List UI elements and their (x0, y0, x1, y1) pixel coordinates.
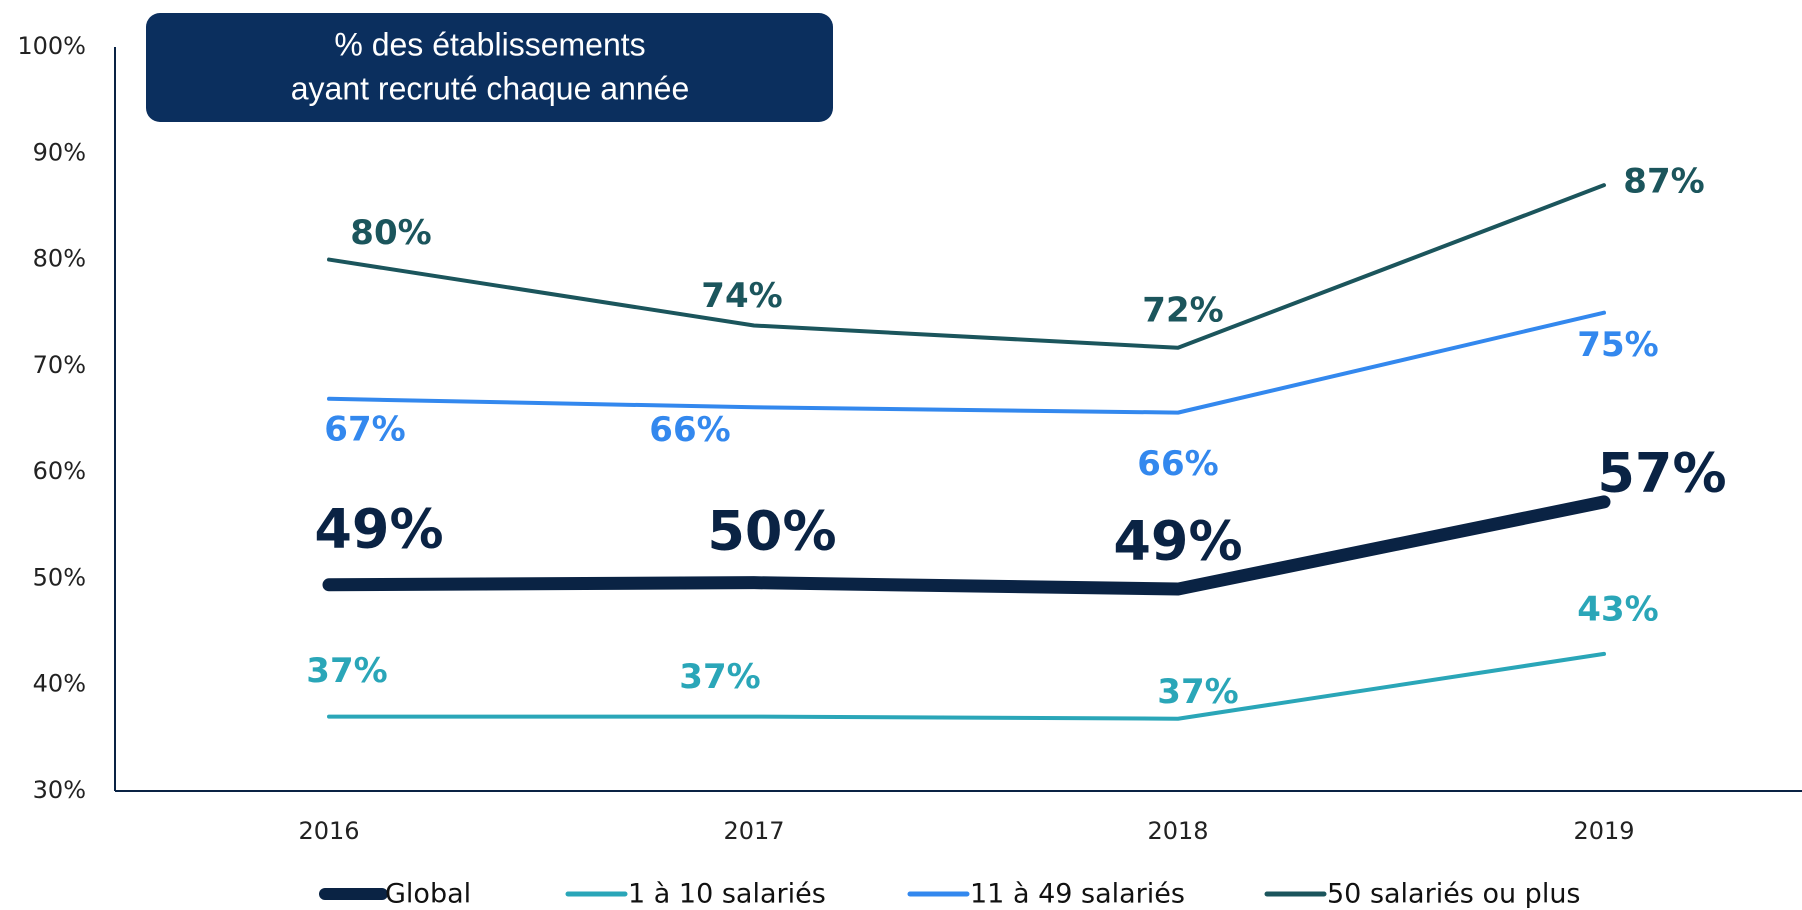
data-label: 66% (649, 410, 730, 450)
data-label: 50% (707, 499, 836, 562)
data-label: 43% (1577, 589, 1658, 629)
y-tick-label: 80% (33, 245, 86, 273)
series-line (327, 651, 1606, 721)
series-line (327, 310, 1606, 415)
y-tick-label: 30% (33, 776, 86, 804)
legend-label: Global (385, 879, 471, 910)
x-tick-label: 2017 (723, 817, 784, 845)
legend-label: 11 à 49 salariés (970, 879, 1185, 910)
data-label: 75% (1577, 325, 1658, 365)
x-tick-label: 2018 (1147, 817, 1208, 845)
data-label: 37% (679, 657, 760, 697)
data-label: 80% (350, 213, 431, 253)
data-label: 67% (324, 409, 405, 449)
data-label: 37% (306, 651, 387, 691)
data-label: 87% (1623, 162, 1704, 202)
data-label: 57% (1597, 442, 1726, 505)
data-label: 49% (1113, 510, 1242, 573)
y-tick-label: 50% (33, 563, 86, 591)
data-label: 49% (314, 497, 443, 560)
series-line (327, 183, 1606, 350)
chart-title: ayant recruté chaque année (291, 70, 690, 106)
chart-title: % des établissements (334, 26, 645, 62)
y-tick-label: 60% (33, 457, 86, 485)
y-tick-label: 90% (33, 138, 86, 166)
legend-label: 50 salariés ou plus (1327, 879, 1581, 910)
y-tick-label: 40% (33, 670, 86, 698)
data-label: 37% (1157, 672, 1238, 712)
data-label: 72% (1142, 290, 1223, 330)
x-tick-label: 2016 (298, 817, 359, 845)
data-label: 74% (701, 276, 782, 316)
y-tick-label: 100% (17, 32, 86, 60)
legend-label: 1 à 10 salariés (628, 879, 826, 910)
y-tick-label: 70% (33, 351, 86, 379)
series-line (322, 495, 1611, 596)
data-label: 66% (1137, 444, 1218, 484)
x-tick-label: 2019 (1573, 817, 1634, 845)
title-box (146, 13, 833, 122)
